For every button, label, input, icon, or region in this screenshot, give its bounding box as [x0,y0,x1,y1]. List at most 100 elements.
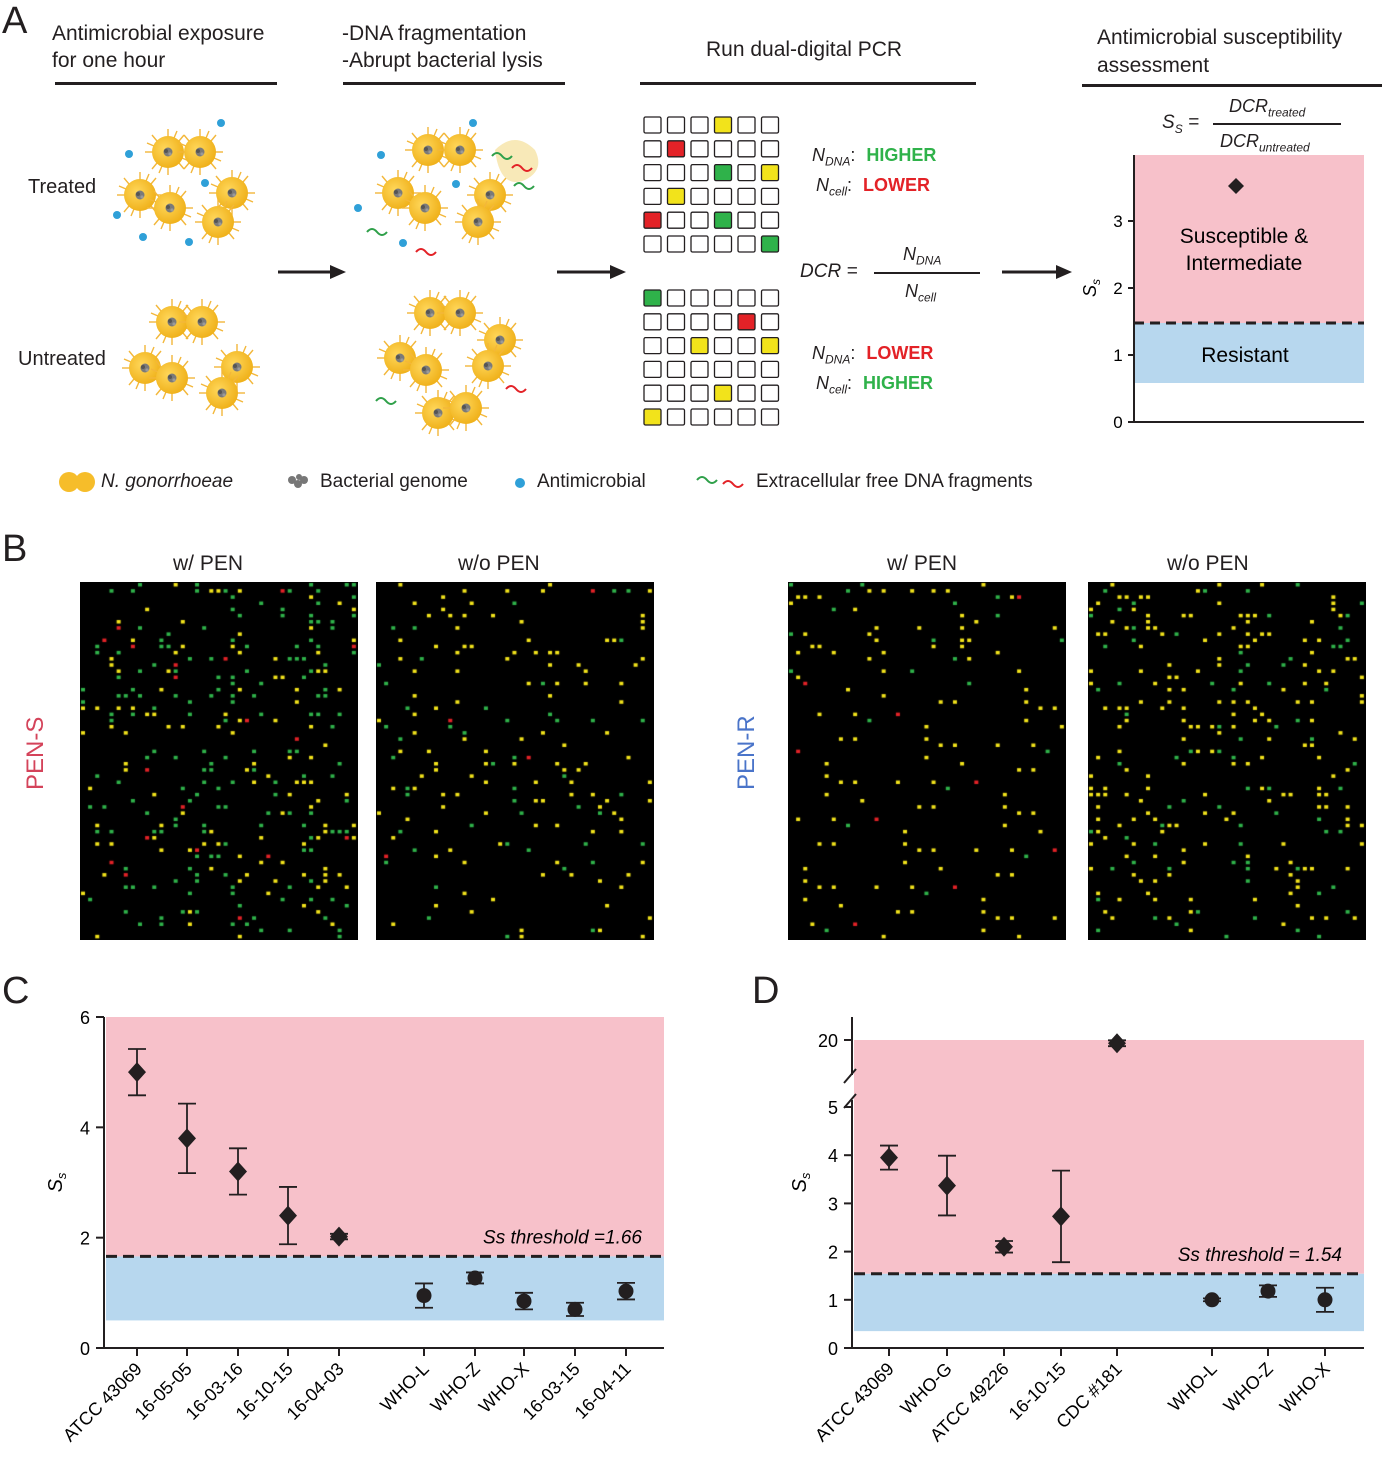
x-tick-label: 16-04-11 [571,1359,635,1423]
heatmap-4-title: w/o PEN [1167,552,1249,575]
antimicrobial-dots-lysis [354,119,477,247]
panel-a-letter: A [2,0,28,42]
data-point-diamond [229,1161,247,1182]
pen-r-label: PEN-R [733,715,761,790]
data-point-diamond [995,1236,1013,1257]
step3-rule [640,82,976,85]
treated-bacteria [116,128,256,246]
y-tick-label: 1 [828,1291,838,1311]
dna-fragment-legend-icon [696,476,744,488]
ss-point-diamond [1228,178,1244,194]
treated-pcr-well [713,211,733,229]
treated-pcr-well [713,235,733,253]
data-point-diamond [1052,1206,1070,1227]
untreated-pcr-well [643,313,662,331]
data-point-diamond [330,1226,348,1247]
treated-pcr-well [643,116,662,134]
legend-icons [59,472,744,492]
panel-a-tick-label: 2 [1113,279,1122,298]
susceptible-zone [1134,155,1364,323]
panel-a-ylabel: Ss [1080,279,1103,297]
x-tick-label: WHO-L [1164,1359,1221,1416]
data-point-circle [416,1288,432,1304]
step2-title-line2: -Abrupt bacterial lysis [342,49,543,72]
arrow-2-icon [557,265,626,279]
untreated-pcr-well [666,313,686,331]
resistant-zone [1134,323,1364,383]
treated-pcr-well [760,116,780,134]
row-label-untreated: Untreated [18,348,106,370]
untreated-pcr-well [690,336,709,355]
y-axis-label: Ss [45,1172,69,1192]
dcr-text: DCR [800,261,842,282]
step2-title-line1: -DNA fragmentation [342,22,527,45]
treated-ncell: Ncell: LOWER [816,175,931,199]
untreated-pcr-well [690,360,709,379]
panel-a-tick-label: 0 [1113,413,1122,432]
bacteria-illustration [113,119,626,437]
treated-pcr-well [666,211,686,229]
treated-pcr-well [713,116,733,134]
ss-eq-den: DCRuntreated [1220,131,1310,155]
treated-pcr-well [713,187,733,206]
threshold-label: Ss threshold = 1.54 [1178,1245,1342,1266]
untreated-pcr-well [713,384,733,402]
dna-fragments [366,152,535,405]
treated-pcr-well [760,140,780,158]
arrow-3-icon [1002,265,1072,279]
panel-d-letter: D [752,970,780,1012]
step2-title: -DNA fragmentation -Abrupt bacterial lys… [342,20,543,74]
genome-legend-icon [288,474,308,488]
antimicrobial-dots [113,119,225,246]
treated-pcr-well [690,187,709,206]
panel-d-chart: Ss threshold = 1.54 0 1 2 3 4 5 20 Ss ATCC 43069 W… [789,1017,1364,1445]
untreated-pcr-well [690,289,709,307]
legend-genome: Bacterial genome [320,471,468,492]
untreated-pcr-well [760,360,780,379]
untreated-lower: LOWER [866,343,934,363]
x-tick-label: 16-04-03 [283,1359,348,1424]
step4-title: Antimicrobial susceptibility assessment [1097,24,1342,80]
y-tick-label: 0 [80,1339,90,1359]
bacteria-legend-icon [59,472,95,492]
treated-pcr-well [666,235,686,253]
data-point-circle [567,1301,583,1317]
treated-pcr-well [690,163,709,182]
data-point-circle [467,1270,483,1286]
step1-title: Antimicrobial exposure for one hour [52,20,264,74]
data-point-diamond [880,1147,898,1168]
treated-pcr-well [666,163,686,182]
data-point-diamond [938,1175,956,1196]
untreated-pcr-well [643,384,662,402]
axis-break-mark [843,1068,857,1084]
treated-pcr-well [690,235,709,253]
untreated-pcr-well [643,336,662,355]
arrow-1-icon [278,265,346,279]
dcr-numerator: NDNA [903,244,942,268]
untreated-pcr-well [760,384,780,402]
y-tick-label: 20 [818,1031,838,1051]
ss-eq-lhs: SS = [1162,112,1200,136]
data-point-diamond [128,1062,146,1083]
x-tick-label: WHO-X [1276,1359,1334,1417]
treated-pcr-well [643,163,662,182]
ss-eq-num: DCRtreated [1229,96,1306,120]
untreated-pcr-well [737,313,756,331]
treated-pcr-well [760,163,780,182]
heatmap-3-title: w/ PEN [887,552,958,575]
pen-s-text: PEN-S [22,716,49,790]
step1-title-line1: Antimicrobial exposure [52,22,265,45]
data-point-diamond [279,1205,297,1226]
untreated-pcr-well [666,289,686,307]
x-tick-label: WHO-L [376,1359,433,1416]
heatmap-1-title: w/ PEN [173,552,244,575]
y-tick-label: 0 [828,1339,838,1359]
treated-lower: LOWER [863,175,931,195]
treated-pcr-well [643,187,662,206]
pen-s-label: PEN-S [22,717,50,790]
treated-pcr-well [713,140,733,158]
treated-pcr-well [643,211,662,229]
step2-rule [343,82,565,85]
antimicrobial-legend-icon [515,478,525,488]
untreated-pcr-well [666,408,686,426]
